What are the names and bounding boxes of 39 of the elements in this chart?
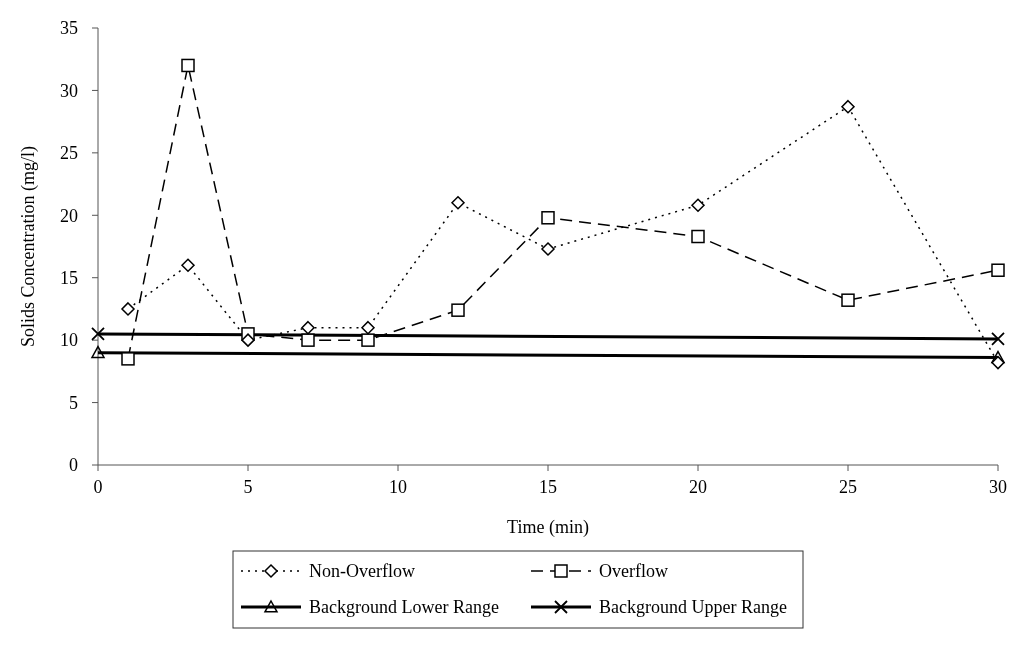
point [691, 229, 705, 244]
y-tick-label: 20 [60, 205, 78, 226]
y-tick-label: 10 [60, 330, 78, 351]
x-tick-label: 10 [389, 477, 407, 497]
x-tick-label: 30 [989, 477, 1007, 497]
point [361, 333, 375, 347]
y-tick-label: 15 [60, 268, 78, 289]
legend-label: Non-Overflow [309, 561, 415, 582]
point [121, 352, 135, 366]
point [541, 211, 555, 225]
x-tick-label: 5 [243, 477, 253, 497]
x-tick-label: 0 [93, 477, 103, 497]
y-axis-title: Solids Concentration (mg/l) [18, 146, 39, 347]
x-tick-label: 15 [539, 477, 557, 497]
point [841, 99, 855, 114]
y-tick-label: 0 [69, 455, 78, 476]
y-tick-label: 25 [60, 143, 78, 164]
point [691, 198, 705, 213]
point [361, 320, 375, 335]
point [991, 263, 1005, 277]
point [841, 293, 855, 307]
point [301, 320, 315, 335]
x-tick-label: 20 [689, 477, 707, 497]
point [991, 331, 1005, 346]
point [451, 196, 465, 210]
y-tick-label: 30 [60, 80, 78, 101]
y-tick-label: 35 [60, 18, 78, 39]
x-axis-title: Time (min) [507, 517, 589, 538]
point [181, 58, 195, 73]
point [301, 333, 315, 347]
point [241, 333, 255, 347]
point [91, 327, 105, 341]
y-tick-label: 5 [69, 392, 78, 413]
legend-label: Background Upper Range [599, 597, 787, 618]
point [451, 303, 465, 317]
legend-label: Overflow [599, 561, 668, 582]
x-tick-label: 25 [839, 477, 857, 497]
legend-label: Background Lower Range [309, 597, 499, 618]
point [181, 258, 195, 272]
